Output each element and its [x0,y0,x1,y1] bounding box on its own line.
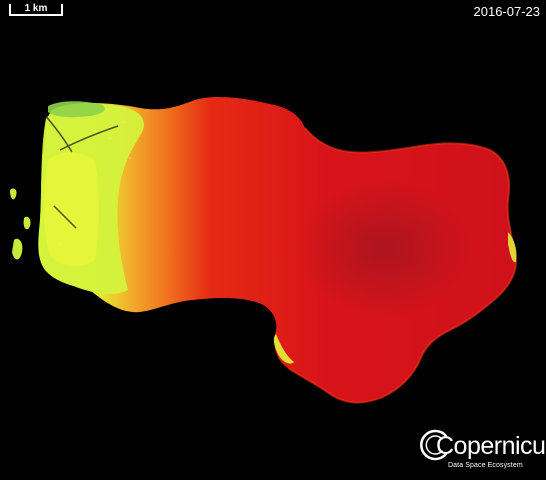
western-fragment-c [23,216,31,230]
acquisition-date: 2016-07-23 [473,4,541,19]
deep-water-zone [226,146,483,343]
copernicus-subtitle: Data Space Ecosystem [448,462,523,469]
western-fragment-a [10,188,17,200]
texture-speckle [59,121,131,245]
scale-bar-label: 1 km [24,3,48,14]
copernicus-ring-icon [420,429,448,461]
copernicus-logo: Copernicus Data Space Ecosystem [414,426,546,476]
western-fragment-b [12,238,23,260]
lake-rim [287,127,518,404]
linear-features [43,113,119,229]
copernicus-wordmark: Copernicus [436,432,546,460]
eastern-shallow-edge [508,232,517,263]
scale-bar: 1 km [9,3,63,16]
southern-shallow-edge [273,334,294,364]
northwest-fringe [48,101,105,118]
western-shallow-zone-bright [43,152,99,267]
